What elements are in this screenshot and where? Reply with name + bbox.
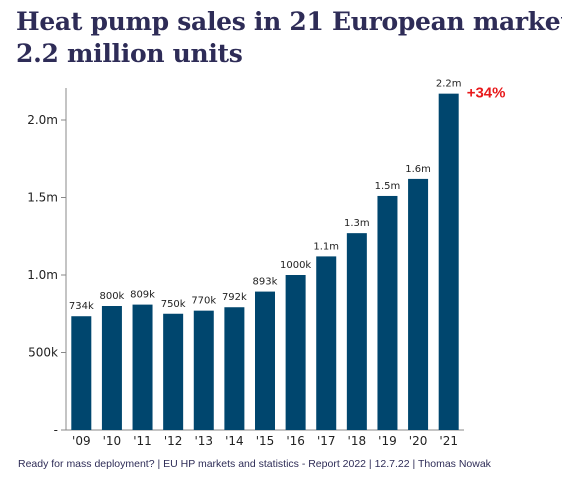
bar [438, 93, 459, 431]
bar [255, 291, 275, 430]
x-tick-label: '16 [286, 434, 305, 448]
chart-title-line-1: Heat pump sales in 21 European markets [16, 7, 562, 36]
x-tick-label: '14 [225, 434, 244, 448]
y-tick-label: - [54, 423, 58, 437]
bar [224, 307, 245, 430]
bar [316, 256, 337, 430]
data-label: 1.5m [375, 181, 401, 192]
chart-title-line-2: 2.2 million units [16, 39, 243, 68]
source-footer: Ready for mass deployment? | EU HP marke… [18, 458, 491, 470]
growth-annotation: +34% [467, 85, 506, 102]
data-label: 1.6m [405, 164, 431, 175]
bar [193, 310, 214, 430]
data-label: 2.2m [436, 79, 462, 90]
data-label: 770k [191, 296, 216, 307]
data-label: 750k [161, 299, 186, 310]
x-tick-label: '17 [317, 434, 336, 448]
x-tick-label: '09 [72, 434, 91, 448]
data-label: 792k [222, 292, 247, 303]
bar [346, 233, 367, 430]
x-tick-label: '11 [133, 434, 152, 448]
data-label: 809k [130, 290, 155, 301]
x-tick-label: '15 [256, 434, 275, 448]
bar [163, 313, 184, 430]
data-label: 1.1m [313, 241, 339, 252]
bar [285, 275, 306, 430]
x-tick-label: '13 [194, 434, 213, 448]
x-tick-label: '19 [378, 434, 397, 448]
data-label: 734k [69, 301, 94, 312]
x-tick-label: '18 [348, 434, 367, 448]
bar [377, 195, 398, 430]
data-label: 800k [99, 291, 124, 302]
x-tick-label: '21 [439, 434, 458, 448]
bar [101, 306, 122, 430]
bar [71, 316, 92, 430]
y-tick-label: 1.5m [27, 191, 58, 205]
y-tick-label: 1.0m [27, 268, 58, 282]
data-label: 893k [253, 277, 278, 288]
bar [408, 178, 429, 430]
data-label: 1000k [280, 260, 311, 271]
y-tick-label: 500k [28, 346, 58, 360]
x-tick-label: '10 [103, 434, 122, 448]
y-tick-label: 2.0m [27, 113, 58, 127]
data-label: 1.3m [344, 218, 370, 229]
x-tick-label: '20 [409, 434, 428, 448]
bar [132, 304, 153, 430]
x-tick-label: '12 [164, 434, 183, 448]
chart-title: Heat pump sales in 21 European markets 2… [16, 6, 562, 70]
